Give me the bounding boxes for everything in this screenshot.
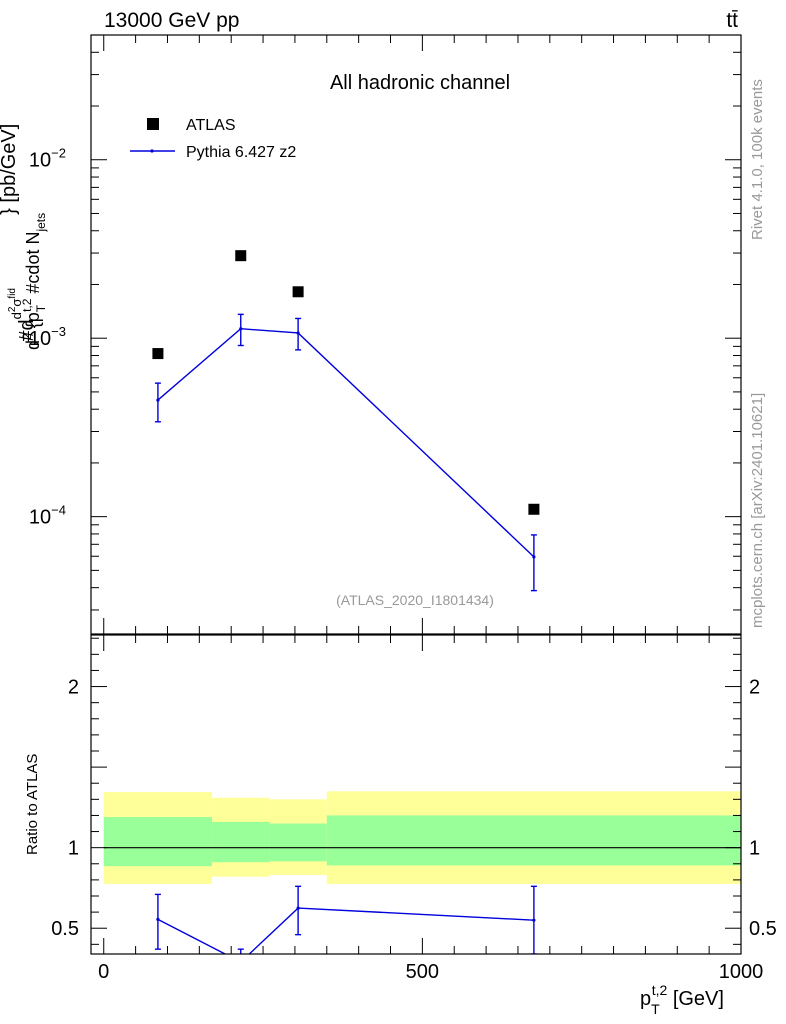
- uncertainty-band-inner: [103, 817, 213, 867]
- y-tick-label-0: 10−2: [29, 146, 66, 172]
- ratio-plot-area: [154, 885, 537, 963]
- atlas-point: [235, 250, 247, 262]
- uncertainty-band-inner: [326, 815, 741, 866]
- ratio-y-tick-label-left-0: 0.5: [51, 918, 79, 940]
- main-plot-area: [152, 250, 540, 592]
- main-panel: 10−2 10−3 10−4 All hadronic channel (ATLAS…: [0, 34, 742, 635]
- ratio-y-tick-label-left-1: 1: [68, 838, 79, 860]
- channel-title: All hadronic channel: [330, 72, 510, 94]
- ratio-y-tick-label-left-2: 2: [68, 677, 79, 699]
- x-tick-label-2: 1000: [719, 961, 764, 983]
- analysis-id: (ATLAS_2020_I1801434): [336, 592, 494, 608]
- ratio-frame: [90, 634, 742, 955]
- x-tick-label-0: 0: [98, 961, 109, 983]
- main-y-ticks: 10−2 10−3 10−4: [29, 34, 741, 611]
- process-label: tt̄: [726, 9, 738, 32]
- ratio-y-tick-label-right-1: 1: [749, 838, 760, 860]
- ratio-y-tick-label-right-0: 0.5: [749, 918, 777, 940]
- energy-label: 13000 GeV pp: [104, 9, 239, 32]
- ratio-ticks: 0 500 1000 0.5 0.5 1 1 2 2: [51, 635, 777, 983]
- atlas-point: [152, 348, 164, 360]
- uncertainty-band-inner: [269, 823, 327, 862]
- atlas-point: [528, 503, 540, 515]
- legend-mc-marker: [150, 149, 154, 153]
- uncertainty-band-inner: [212, 821, 270, 863]
- ratio-point: [532, 918, 536, 922]
- main-frame: [90, 34, 742, 635]
- ratio-point: [296, 906, 300, 910]
- mc-point: [156, 398, 160, 402]
- ratio-point: [239, 960, 242, 963]
- main-y-axis-label: #dd2σfidd2 {pTt,2 #cdot Njets} [pb/GeV]: [0, 124, 48, 350]
- ratio-y-axis-label: Ratio to ATLAS: [24, 754, 41, 855]
- legend-data-marker: [147, 118, 159, 130]
- mcplots-label: mcplots.cern.ch [arXiv:2401.10621]: [749, 393, 766, 628]
- mc-point: [239, 327, 243, 331]
- mc-point: [296, 331, 300, 335]
- y-tick-label-2: 10−4: [29, 503, 66, 529]
- legend-data-label: ATLAS: [186, 117, 236, 134]
- ratio-bands: [103, 791, 741, 884]
- ratio-y-tick-label-right-2: 2: [749, 677, 760, 699]
- ratio-point: [156, 917, 160, 921]
- rivet-label: Rivet 4.1.0, 100k events: [749, 79, 766, 240]
- ratio-panel: 0 500 1000 0.5 0.5 1 1 2 2 Ratio to ATLAS pTt,2 …: [24, 634, 777, 1017]
- y-tick-label-1: 10−3: [29, 324, 66, 350]
- mc-line: [157, 328, 535, 558]
- mc-point: [532, 555, 536, 559]
- atlas-point: [292, 286, 304, 298]
- legend-mc-label: Pythia 6.427 z2: [186, 144, 296, 161]
- x-tick-label-1: 500: [406, 961, 439, 983]
- ratio-mc-line: [157, 907, 534, 954]
- legend: ATLAS Pythia 6.427 z2: [130, 117, 296, 161]
- x-axis-label: pTt,2 [GeV]: [640, 982, 724, 1017]
